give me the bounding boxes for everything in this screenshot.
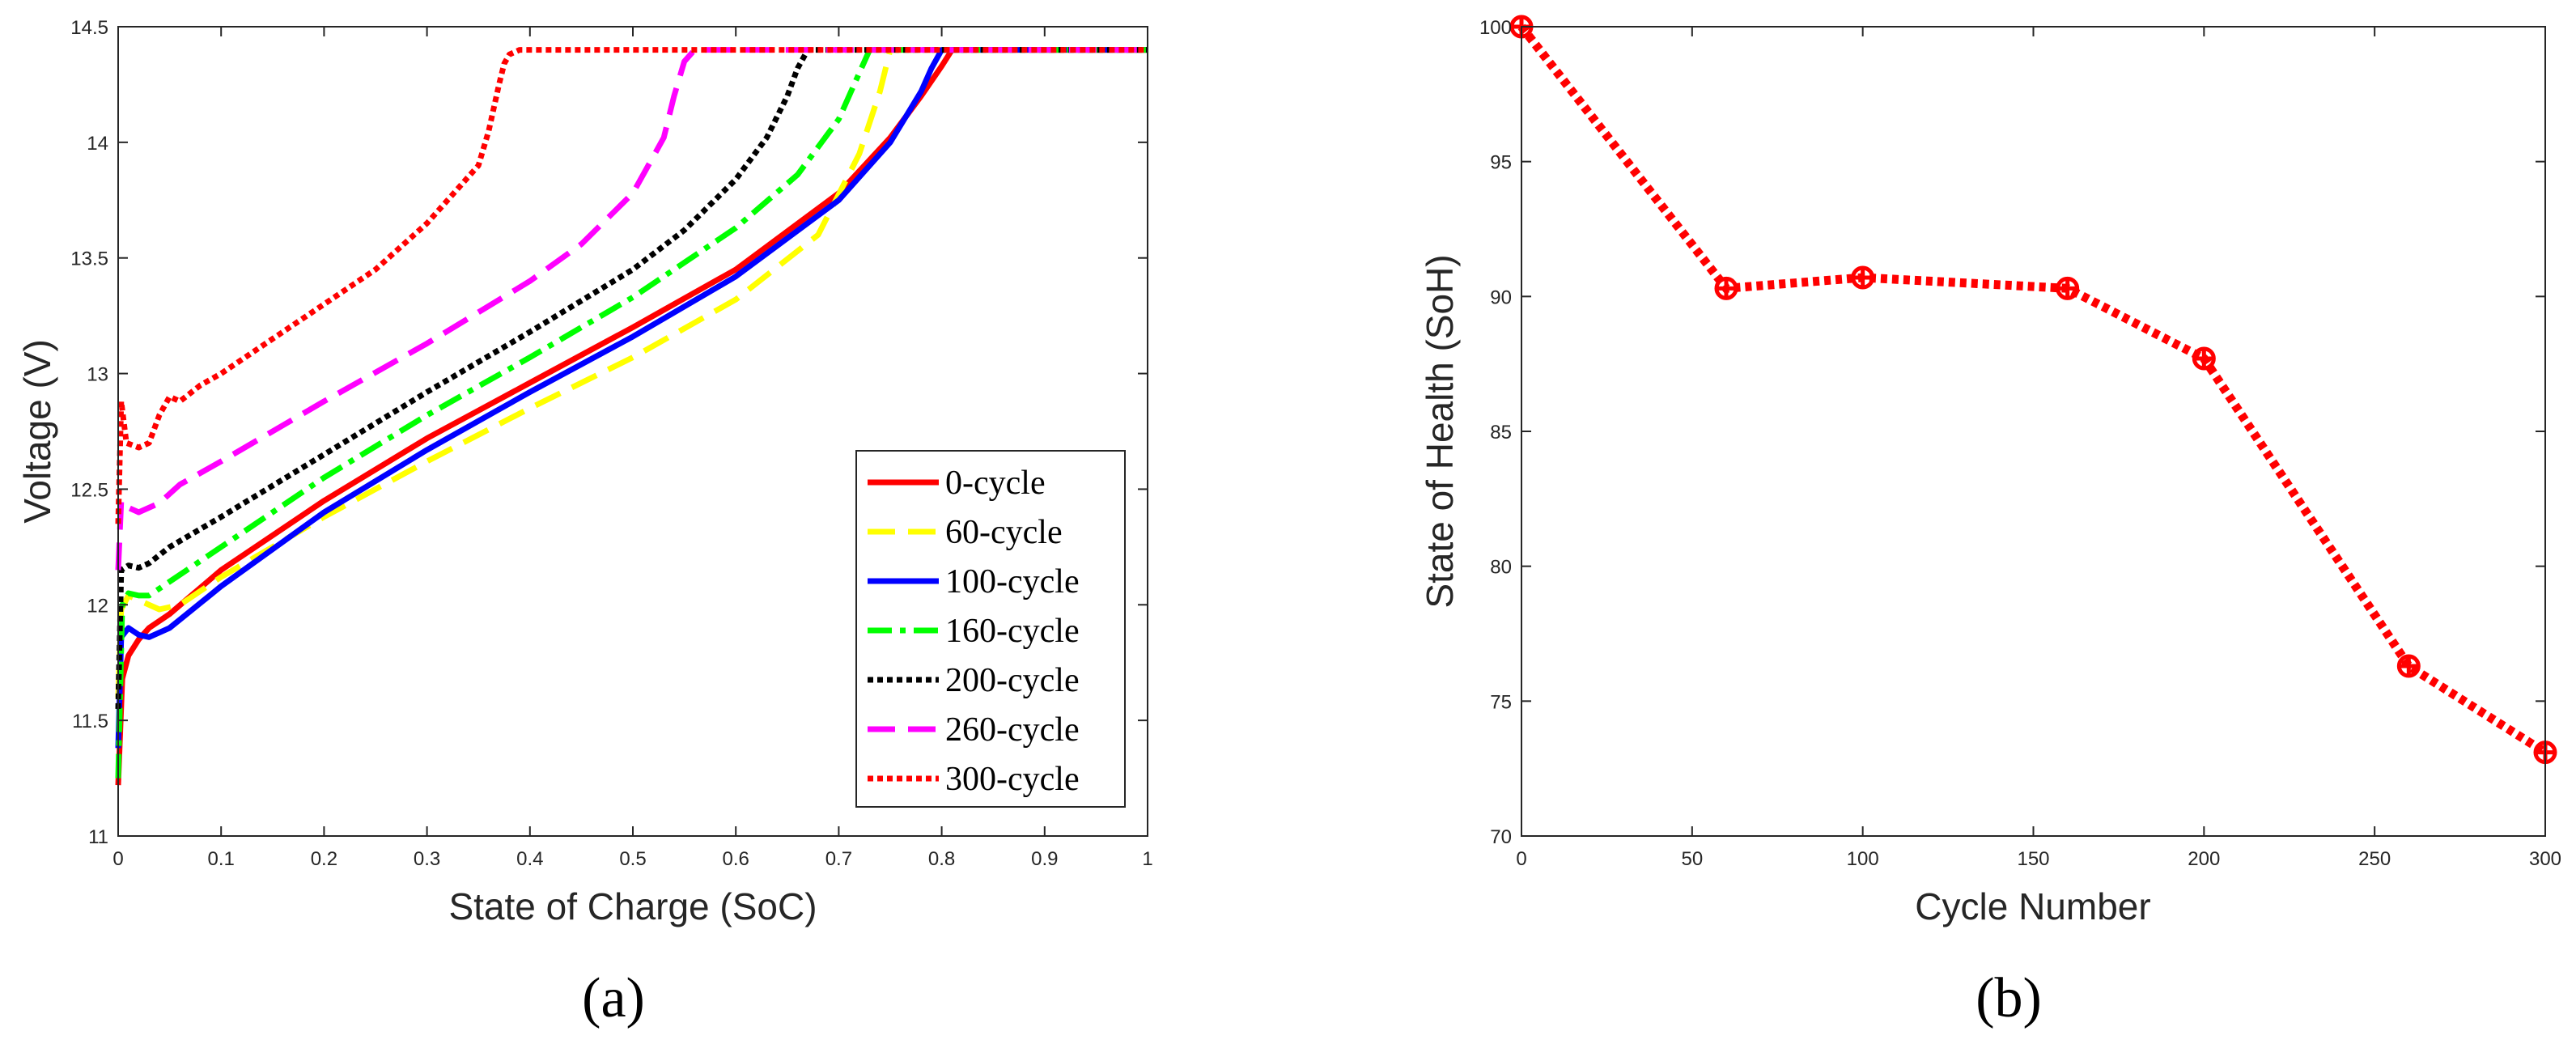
chart-b-y-axis-label: State of Health (SoH) — [1419, 254, 1461, 608]
legend-label-0-cycle: 0-cycle — [945, 465, 1046, 502]
chart-b-x-tick-label: 250 — [2358, 848, 2391, 870]
chart-a-x-tick-label: 0 — [112, 848, 123, 870]
chart-a-y-tick-label: 11 — [88, 826, 108, 848]
panel-b-label: (b) — [1975, 967, 2042, 1029]
legend-label-300-cycle: 300-cycle — [945, 761, 1080, 798]
chart-a-x-tick-label: 0.1 — [208, 848, 235, 870]
chart-b-x-axis-label: Cycle Number — [1915, 885, 2150, 927]
chart-a-y-tick-label: 12.5 — [70, 479, 108, 501]
chart-b-y-tick-label: 85 — [1490, 422, 1512, 443]
legend-label-200-cycle: 200-cycle — [945, 662, 1080, 699]
chart-a-x-tick-label: 0.4 — [516, 848, 543, 870]
chart-a-x-tick-label: 0.7 — [825, 848, 852, 870]
chart-a-voltage-vs-soc: 0 0.1 0.2 0.3 0.4 0.5 0.6 0.7 0.8 0.9 1 11 11.5 12 12… — [16, 17, 1153, 927]
chart-a-legend: 0-cycle 60-cycle 100-cycle 160-cycle 200-cyc… — [855, 450, 1126, 808]
chart-a-x-tick-label: 0.9 — [1031, 848, 1058, 870]
chart-a-y-ticks: 11 11.5 12 12.5 13 13.5 14 14.5 — [70, 17, 1148, 848]
chart-a-y-tick-label: 13.5 — [70, 248, 108, 270]
chart-b-y-tick-label: 100 — [1479, 17, 1512, 39]
chart-a-x-axis-label: State of Charge (SoC) — [448, 885, 817, 927]
legend-label-160-cycle: 160-cycle — [945, 613, 1080, 650]
series-line-160-cycle — [115, 47, 1148, 779]
series-line-260-cycle — [115, 47, 1148, 571]
chart-b-x-tick-label: 150 — [2017, 848, 2049, 870]
chart-b-x-tick-label: 50 — [1681, 848, 1703, 870]
chart-a-x-tick-label: 0.8 — [928, 848, 955, 870]
chart-b-y-tick-label: 90 — [1490, 286, 1512, 308]
chart-a-x-tick-label: 0.6 — [723, 848, 749, 870]
chart-a-legend-entries: 0-cycle 60-cycle 100-cycle 160-cycle 200-cyc… — [868, 465, 1080, 798]
chart-b-y-tick-label: 75 — [1490, 691, 1512, 713]
chart-b-y-tick-label: 95 — [1490, 152, 1512, 174]
series-line-200-cycle — [115, 47, 1148, 709]
chart-a-x-tick-label: 0.3 — [414, 848, 440, 870]
soh-point-marker — [1714, 276, 1738, 300]
chart-a-x-tick-label: 0.5 — [619, 848, 646, 870]
chart-a-x-tick-label: 1 — [1142, 848, 1152, 870]
series-line-300-cycle — [115, 47, 1148, 524]
chart-b-x-tick-label: 200 — [2188, 848, 2220, 870]
legend-label-100-cycle: 100-cycle — [945, 563, 1080, 601]
soh-point-marker — [2192, 346, 2216, 371]
chart-b-x-tick-label: 300 — [2529, 848, 2561, 870]
chart-a-x-tick-label: 0.2 — [311, 848, 337, 870]
chart-b-x-tick-label: 0 — [1516, 848, 1526, 870]
chart-a-series-group — [115, 47, 1148, 786]
soh-point-marker — [2056, 276, 2080, 300]
chart-a-y-tick-label: 14 — [87, 133, 108, 155]
chart-a-y-tick-label: 11.5 — [72, 711, 108, 732]
chart-b-y-ticks: 70 75 80 85 90 95 100 — [1479, 17, 2545, 848]
chart-a-y-tick-label: 14.5 — [70, 17, 108, 39]
legend-label-260-cycle: 260-cycle — [945, 711, 1080, 749]
chart-b-soh-vs-cycle: 0 50 100 150 200 250 300 70 75 80 85 90 95 100 Cycle… — [1419, 15, 2561, 927]
soh-point-marker — [2396, 654, 2421, 678]
chart-a-y-axis-label: Voltage (V) — [16, 339, 58, 524]
series-line-0-cycle — [115, 47, 1148, 786]
chart-b-x-ticks: 0 50 100 150 200 250 300 — [1516, 27, 2561, 870]
chart-b-y-tick-label: 80 — [1490, 557, 1512, 579]
chart-a-x-ticks: 0 0.1 0.2 0.3 0.4 0.5 0.6 0.7 0.8 0.9 1 — [112, 27, 1153, 870]
chart-b-y-tick-label: 70 — [1490, 826, 1512, 848]
panel-a-label: (a) — [582, 967, 645, 1029]
series-line-100-cycle — [115, 47, 1148, 749]
chart-a-y-tick-label: 12 — [87, 595, 108, 617]
legend-label-60-cycle: 60-cycle — [945, 514, 1063, 551]
soh-point-marker — [1851, 265, 1875, 290]
chart-a-y-tick-label: 13 — [87, 364, 108, 386]
chart-b-x-tick-label: 100 — [1847, 848, 1879, 870]
